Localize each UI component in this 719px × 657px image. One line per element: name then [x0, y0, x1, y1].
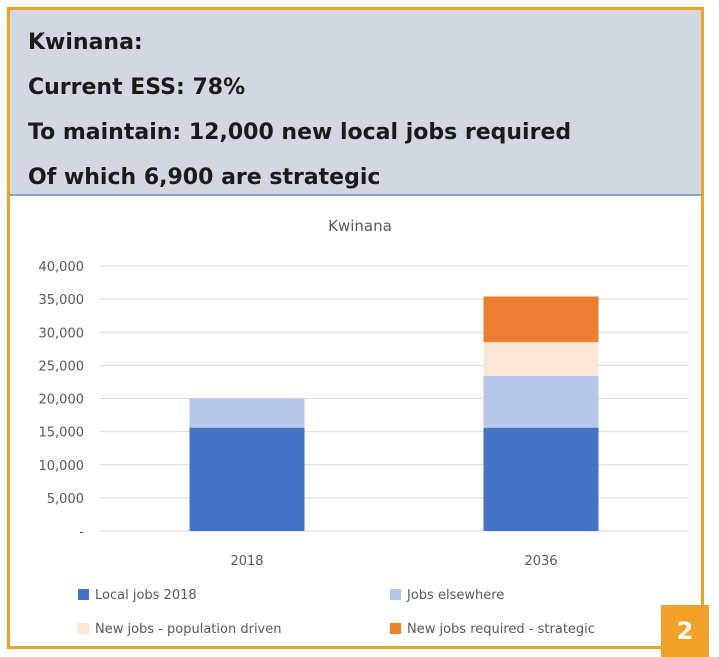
- x-tick-label: 2036: [524, 554, 557, 569]
- bar-segment: [483, 296, 599, 343]
- y-tick-label: 5,000: [47, 492, 84, 507]
- bar-segment: [189, 427, 305, 531]
- legend-swatch: [390, 589, 401, 600]
- x-axis-tick-labels: 2018 2036: [230, 554, 557, 569]
- summary-header: Kwinana: Current ESS: 78% To maintain: 1…: [10, 10, 701, 196]
- legend-label: New jobs required - strategic: [407, 622, 595, 637]
- gridlines: [100, 265, 688, 532]
- legend-label: New jobs - population driven: [95, 622, 281, 637]
- legend: Local jobs 2018 Jobs elsewhere New jobs - …: [78, 588, 595, 637]
- chart-title: Kwinana: [328, 217, 392, 235]
- y-tick-label: 40,000: [39, 260, 85, 275]
- legend-label: Jobs elsewhere: [406, 588, 504, 603]
- x-tick-label: 2018: [230, 554, 263, 569]
- y-tick-label: 35,000: [39, 293, 85, 308]
- y-tick-label: 15,000: [39, 426, 85, 441]
- header-jobs-required: To maintain: 12,000 new local jobs requi…: [28, 120, 572, 145]
- y-tick-label: -: [79, 525, 84, 540]
- bars: [189, 296, 599, 531]
- legend-label: Local jobs 2018: [95, 588, 197, 603]
- legend-swatch: [78, 623, 89, 634]
- header-current-ess: Current ESS: 78%: [28, 75, 246, 100]
- bar-segment: [483, 375, 599, 428]
- y-tick-label: 25,000: [39, 359, 85, 374]
- legend-swatch: [78, 589, 89, 600]
- legend-swatch: [390, 623, 401, 634]
- header-strategic-jobs: Of which 6,900 are strategic: [28, 165, 381, 190]
- slide-number-badge: 2: [661, 605, 709, 657]
- bar-segment: [189, 398, 305, 428]
- bar-segment: [483, 427, 599, 531]
- y-tick-label: 10,000: [39, 459, 85, 474]
- y-axis-tick-labels: - 5,000 10,000 15,000 20,000 25,000 30,000 35,0…: [39, 260, 85, 540]
- y-tick-label: 30,000: [39, 326, 85, 341]
- header-location: Kwinana:: [28, 30, 143, 55]
- y-tick-label: 20,000: [39, 393, 85, 408]
- bar-segment: [483, 342, 599, 376]
